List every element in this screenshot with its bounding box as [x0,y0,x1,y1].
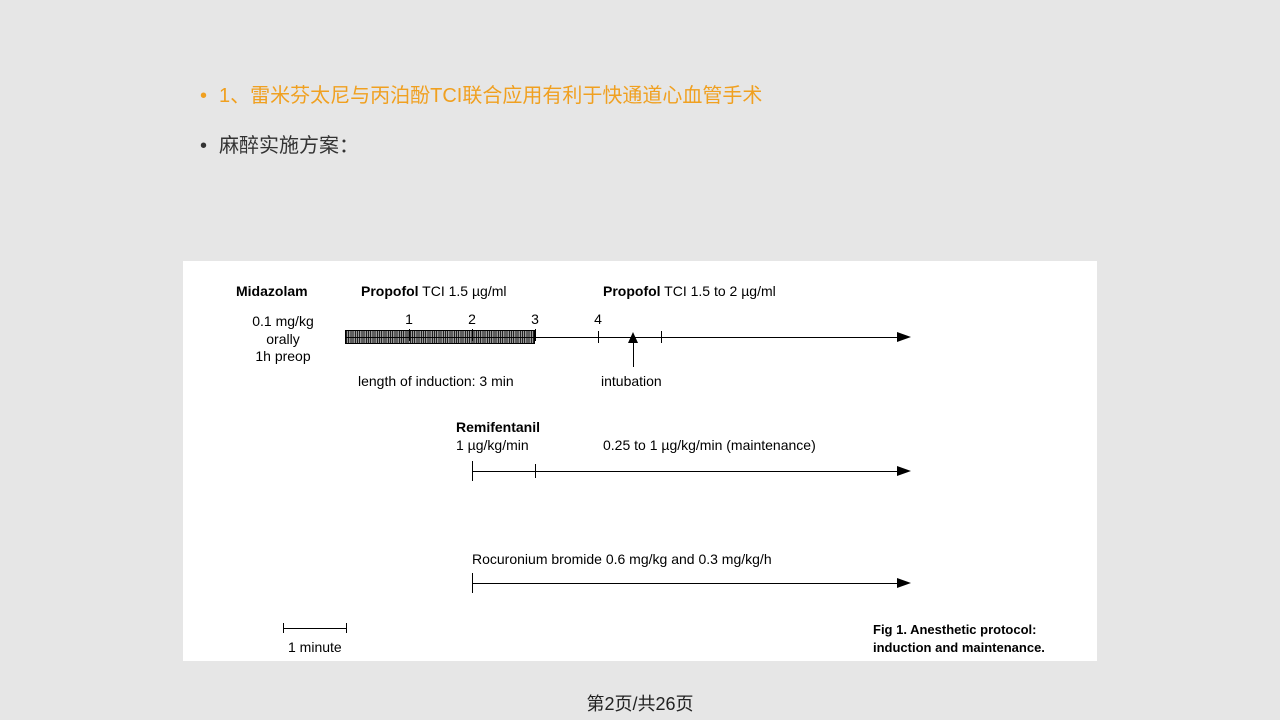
propofol-right-group: Propofol TCI 1.5 to 2 µg/ml [603,283,776,301]
slide-content: • 1、雷米芬太尼与丙泊酚TCI联合应用有利于快通道心血管手术 • 麻醉实施方案… [200,82,1100,182]
rocuronium-label: Rocuronium bromide 0.6 mg/kg and 0.3 mg/… [472,551,772,569]
scale-right-tick [346,623,347,633]
tick-4-num: 4 [594,311,602,327]
arrow-up-stem [633,343,634,367]
intubation-label: intubation [601,373,662,391]
bullet-1: • 1、雷米芬太尼与丙泊酚TCI联合应用有利于快通道心血管手术 [200,82,1100,110]
figure-inner: Midazolam 0.1 mg/kg orally 1h preop Prop… [183,261,1097,661]
propofol-left-dose: TCI 1.5 µg/ml [419,283,507,299]
page-number: 第2页/共26页 [586,690,693,716]
scale-line [283,628,346,629]
figure-anesthetic-protocol: Midazolam 0.1 mg/kg orally 1h preop Prop… [183,261,1097,661]
remifentanil-title: Remifentanil [456,419,540,437]
figure-caption: Fig 1. Anesthetic protocol: induction an… [873,621,1083,656]
remi-tick-1min [535,464,536,478]
tick-2-num: 2 [468,311,476,327]
scale-label: 1 minute [288,639,342,657]
tick-after-4 [661,331,662,343]
propofol-start-tick [345,330,346,344]
propofol-arrow-line [345,337,897,338]
remifentanil-dose: 1 µg/kg/min [456,437,529,455]
tick-1-num: 1 [405,311,413,327]
remi-arrow-head [897,466,911,476]
tick-1 [409,329,410,341]
tick-2 [472,329,473,341]
propofol-arrow-head [897,332,911,342]
propofol-left-title: Propofol [361,283,419,299]
propofol-right-dose: TCI 1.5 to 2 µg/ml [661,283,776,299]
midazolam-dose: 0.1 mg/kg orally 1h preop [238,313,328,366]
bullet-dot: • [200,82,207,110]
arrow-up-head-icon [628,332,638,343]
tick-3 [535,329,536,341]
bullet-dot: • [200,132,207,160]
propofol-left-group: Propofol TCI 1.5 µg/ml [361,283,507,301]
midazolam-title: Midazolam [236,283,308,301]
remifentanil-maintenance: 0.25 to 1 µg/kg/min (maintenance) [603,437,816,455]
induction-length-label: length of induction: 3 min [358,373,514,391]
bullet-2: • 麻醉实施方案： [200,132,1100,160]
bullet-1-text: 1、雷米芬太尼与丙泊酚TCI联合应用有利于快通道心血管手术 [219,82,762,110]
remi-start-tick [472,461,473,481]
bullet-2-text: 麻醉实施方案： [219,132,359,160]
tick-4 [598,331,599,343]
rocu-start-tick [472,573,473,593]
rocu-arrow-head [897,578,911,588]
tick-3-num: 3 [531,311,539,327]
propofol-right-title: Propofol [603,283,661,299]
rocu-arrow-line [472,583,897,584]
